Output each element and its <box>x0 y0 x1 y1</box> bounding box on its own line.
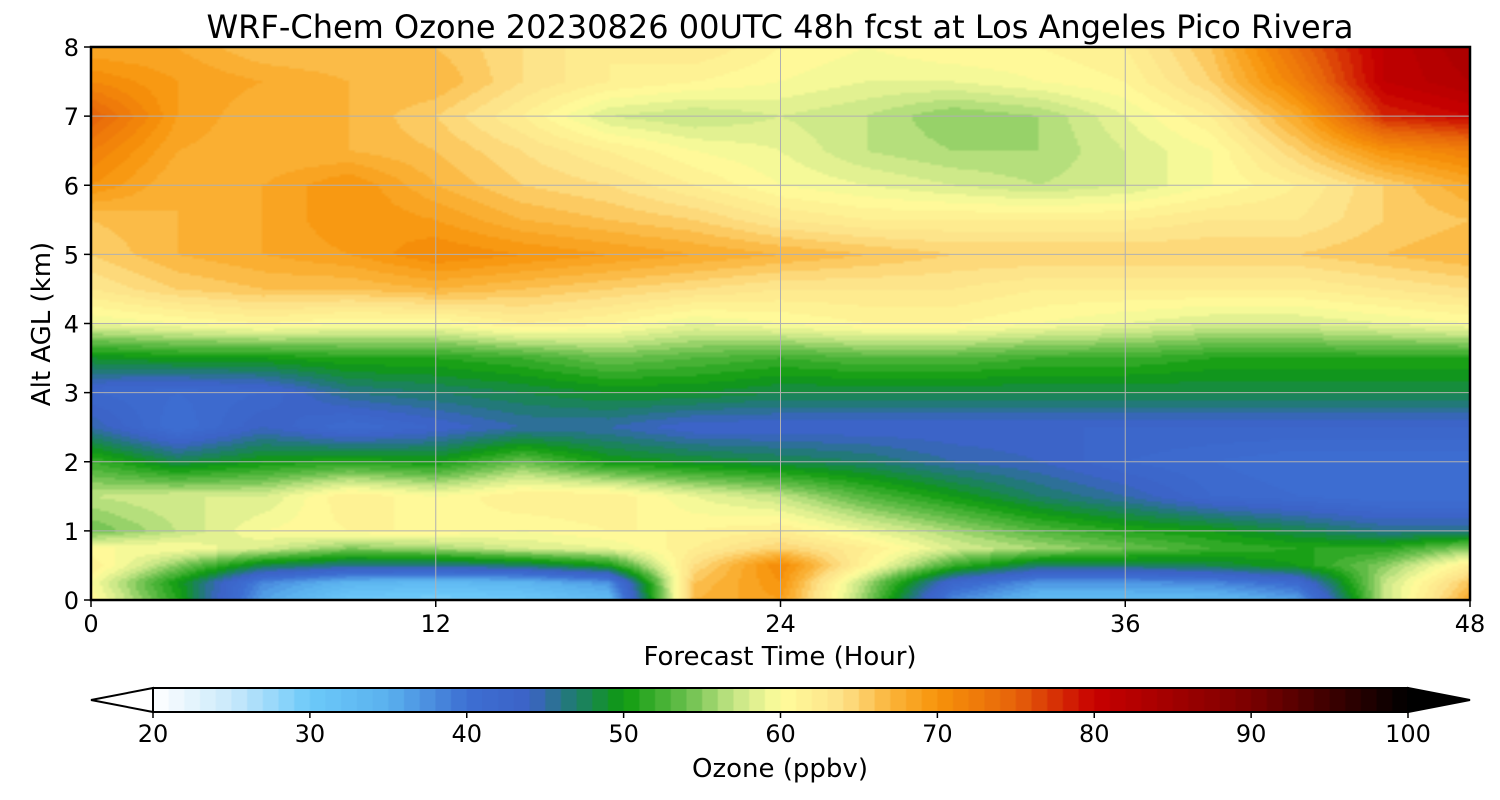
colorbar-tick-label: 40 <box>451 720 482 748</box>
colorbar-tick-label: 60 <box>765 720 796 748</box>
y-axis-label: Alt AGL (km) <box>27 242 57 406</box>
colorbar-tick-label: 50 <box>608 720 639 748</box>
y-tick-label: 0 <box>64 587 79 615</box>
y-axis: 0 1 2 3 4 5 6 7 8 <box>64 34 91 615</box>
y-tick-label: 1 <box>64 518 79 546</box>
y-tick-label: 7 <box>64 103 79 131</box>
colorbar-tick-label: 20 <box>138 720 169 748</box>
colorbar-tick-label: 90 <box>1236 720 1267 748</box>
x-tick-label: 24 <box>765 610 796 638</box>
x-axis: 0 12 24 36 48 <box>83 600 1485 638</box>
colorbar-label: Ozone (ppbv) <box>692 754 868 784</box>
colorbar-tick-label: 100 <box>1385 720 1431 748</box>
x-tick-label: 36 <box>1110 610 1141 638</box>
colorbar-gradient <box>153 688 1408 712</box>
colorbar-extend-high <box>1407 686 1471 714</box>
chart-title: WRF-Chem Ozone 20230826 00UTC 48h fcst a… <box>207 8 1354 46</box>
y-tick-label: 5 <box>64 241 79 269</box>
colorbar-tick-label: 80 <box>1079 720 1110 748</box>
x-axis-label: Forecast Time (Hour) <box>643 642 916 672</box>
colorbar-extend-low <box>90 686 154 714</box>
colorbar-tick-label: 30 <box>295 720 326 748</box>
x-tick-label: 0 <box>83 610 98 638</box>
x-tick-label: 12 <box>420 610 451 638</box>
y-tick-label: 4 <box>64 311 79 339</box>
y-tick-label: 6 <box>64 172 79 200</box>
colorbar-tick-label: 70 <box>922 720 953 748</box>
colorbar-ticks: 20 30 40 50 60 70 80 90 100 <box>138 712 1431 748</box>
colorbar: 20 30 40 50 60 70 80 90 100 Ozone (ppbv) <box>90 686 1471 784</box>
y-tick-label: 3 <box>64 380 79 408</box>
y-tick-label: 2 <box>64 449 79 477</box>
x-tick-label: 48 <box>1455 610 1486 638</box>
y-tick-label: 8 <box>64 34 79 62</box>
